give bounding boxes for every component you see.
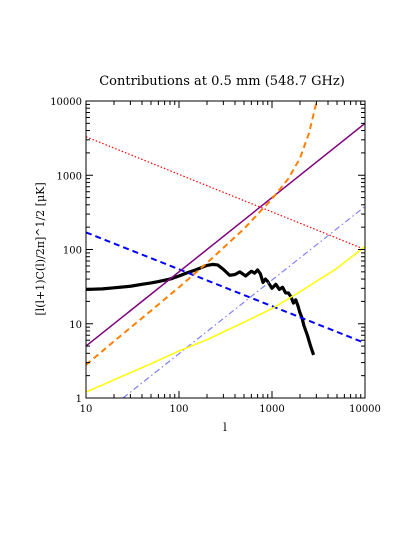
- y-tick-label: 10000: [50, 97, 82, 108]
- y-tick-label: 10: [69, 320, 82, 331]
- series-line-1: [86, 136, 365, 251]
- y-axis-label: [l(l+1)C(l)/2π]^1/2 [μK]: [34, 182, 47, 315]
- y-tick-label: 1000: [57, 171, 82, 182]
- x-axis-label: l: [223, 421, 227, 434]
- x-tick-label: 1000: [259, 404, 284, 415]
- y-tick-label: 100: [63, 246, 82, 257]
- series-layer: [86, 102, 365, 398]
- x-tick-label: 100: [169, 404, 188, 415]
- y-tick-label: 1: [76, 394, 82, 405]
- series-line-2: [86, 231, 365, 344]
- x-tick-label: 10: [80, 404, 93, 415]
- series-line-5: [122, 205, 365, 398]
- series-line-4: [86, 102, 318, 366]
- series-line-3: [86, 122, 365, 347]
- x-tick-label: 10000: [349, 404, 381, 415]
- series-line-6: [86, 245, 365, 393]
- chart-title: Contributions at 0.5 mm (548.7 GHz): [99, 74, 345, 89]
